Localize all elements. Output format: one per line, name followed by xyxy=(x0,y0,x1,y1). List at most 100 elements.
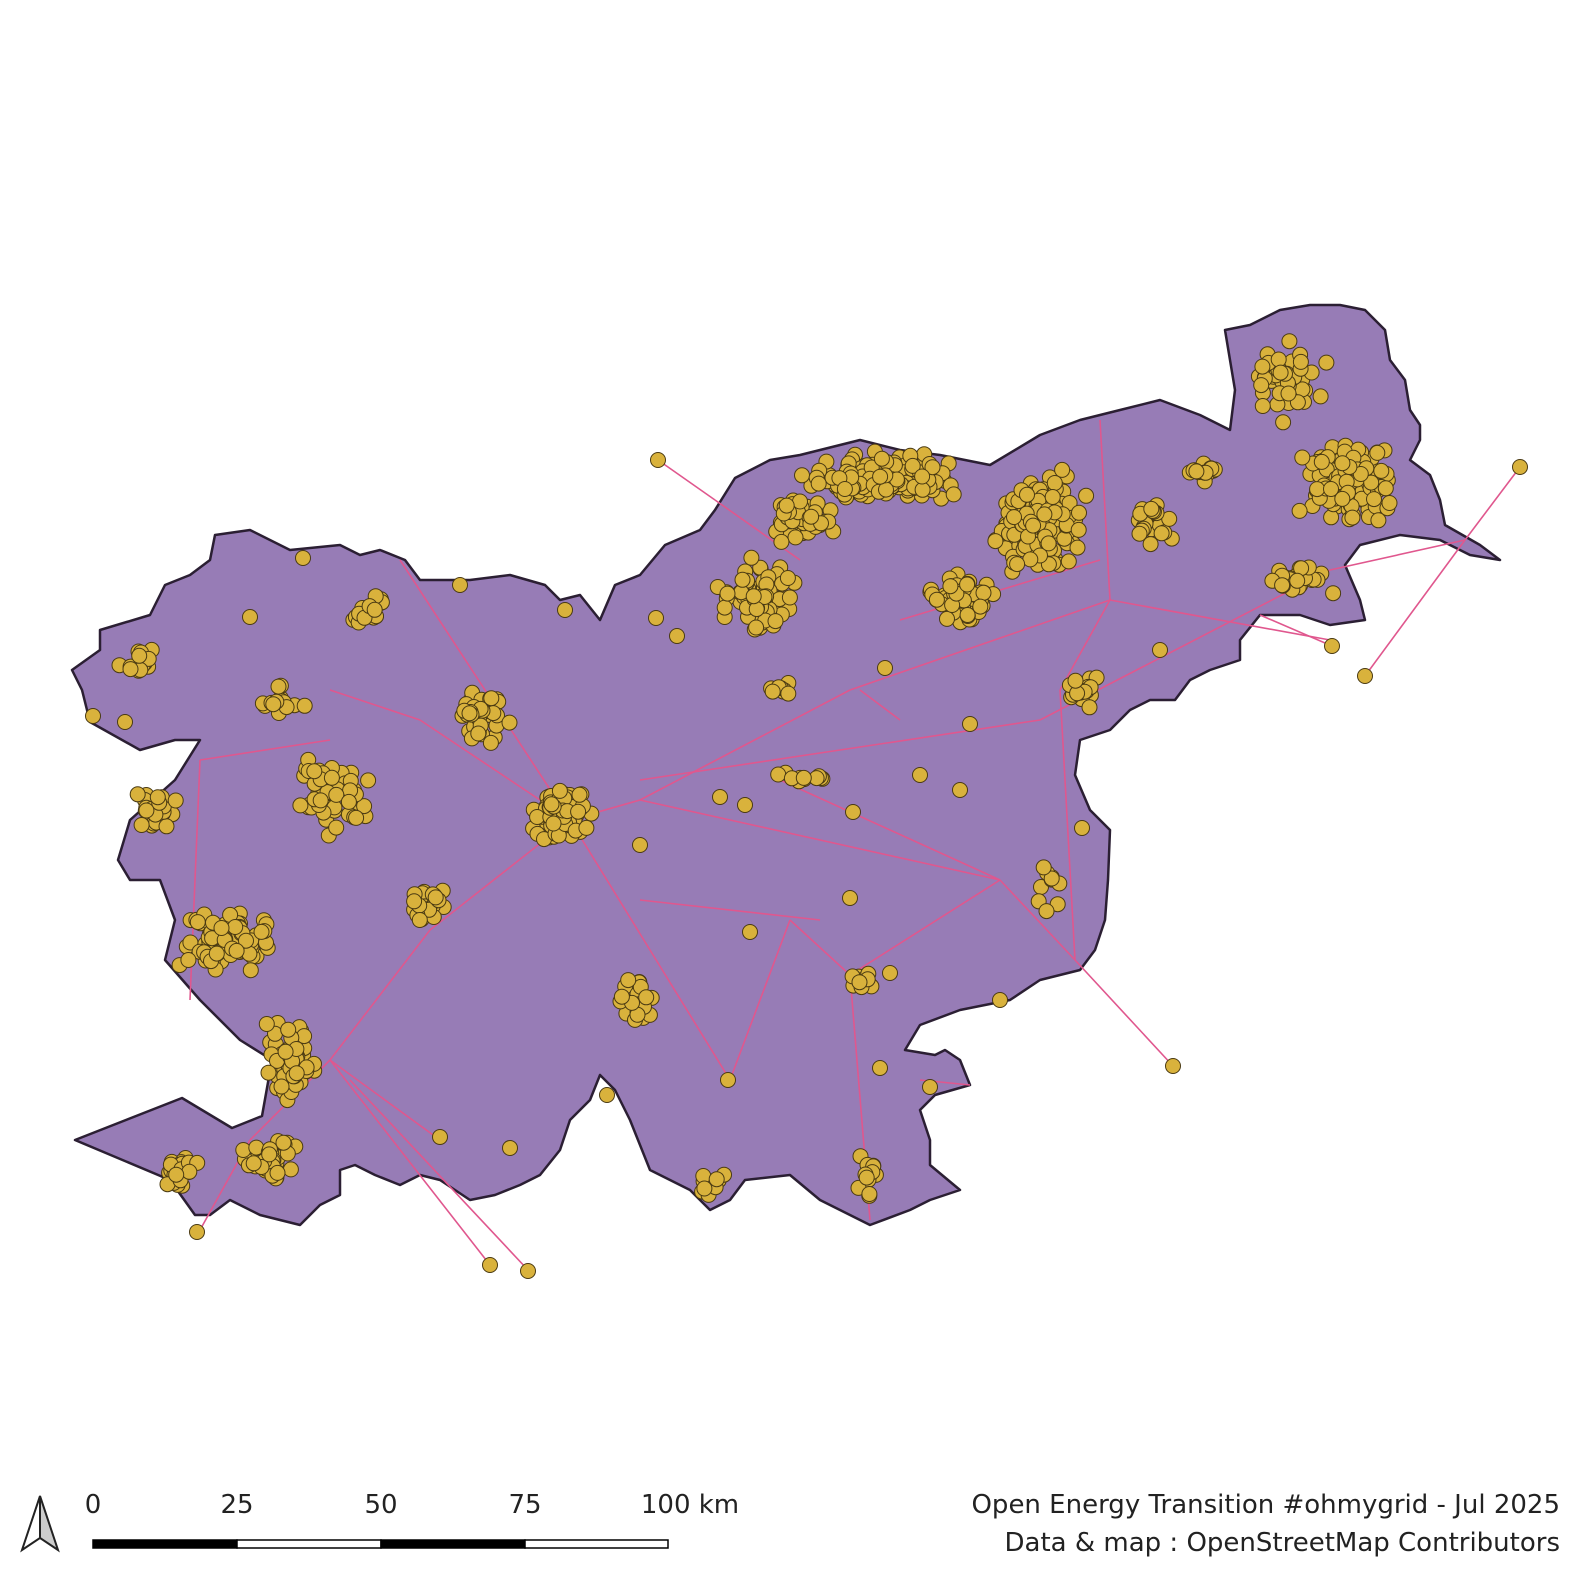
substation-point xyxy=(1323,509,1340,526)
substation-point xyxy=(743,549,760,566)
substation-point xyxy=(1025,517,1042,534)
substation-point xyxy=(520,1263,536,1279)
substation-point xyxy=(261,1146,278,1163)
substation-point xyxy=(632,837,648,853)
substation-point xyxy=(877,660,893,676)
substation-point xyxy=(959,607,976,623)
substation-point xyxy=(1280,385,1297,402)
power-line xyxy=(859,689,901,721)
substation-point xyxy=(238,932,254,949)
substation-point xyxy=(213,920,230,936)
substation-point xyxy=(1165,1058,1181,1074)
substation-point xyxy=(1381,495,1398,511)
substation-point xyxy=(360,772,377,789)
substation-point xyxy=(356,798,373,815)
power-line xyxy=(779,779,1001,881)
substation-point xyxy=(1370,512,1387,529)
substation-point xyxy=(720,1072,736,1088)
substation-point xyxy=(861,1186,878,1202)
substation-point xyxy=(260,1064,277,1081)
substation-point xyxy=(1254,358,1271,375)
substation-point xyxy=(265,696,282,713)
credit-source: Data & map : OpenStreetMap Contributors xyxy=(1004,1528,1560,1558)
substation-point xyxy=(696,1180,713,1197)
substation-point xyxy=(842,890,858,906)
substation-point xyxy=(129,786,146,803)
substation-point xyxy=(189,914,206,931)
substation-point xyxy=(138,802,155,819)
substation-point xyxy=(340,793,357,810)
substation-point xyxy=(411,912,428,928)
power-line xyxy=(199,739,331,761)
substation-point xyxy=(1036,506,1053,523)
power-line xyxy=(849,879,1001,976)
substation-point xyxy=(1512,459,1528,475)
power-line xyxy=(899,559,1101,621)
substation-point xyxy=(778,497,795,514)
substation-point xyxy=(942,578,959,595)
substation-point xyxy=(1069,539,1086,556)
power-line xyxy=(1074,959,1174,1067)
substation-point xyxy=(1313,453,1330,470)
substation-point xyxy=(461,705,478,722)
substation-point xyxy=(1043,870,1060,887)
substation-point xyxy=(348,809,365,826)
substation-point xyxy=(669,628,685,644)
scale-label-75: 75 xyxy=(508,1490,542,1520)
substation-point xyxy=(543,796,560,813)
power-line xyxy=(639,689,851,801)
scale-label-50: 50 xyxy=(364,1490,398,1520)
substation-point xyxy=(781,589,798,606)
substation-point xyxy=(1289,572,1306,589)
substation-point xyxy=(716,599,733,616)
substation-point xyxy=(258,1016,275,1032)
substation-point xyxy=(295,550,311,566)
substation-point xyxy=(1344,509,1361,526)
substation-point xyxy=(253,923,270,940)
substation-point xyxy=(650,452,666,468)
substation-point xyxy=(245,1155,262,1172)
substation-point xyxy=(208,945,225,962)
substation-point xyxy=(836,481,853,497)
power-line xyxy=(1464,466,1521,541)
substation-point xyxy=(482,734,499,751)
substation-point xyxy=(1357,668,1373,684)
power-line xyxy=(399,559,571,821)
substation-point xyxy=(780,685,797,702)
power-line xyxy=(329,929,431,1061)
power-line xyxy=(1329,539,1466,571)
substations-layer xyxy=(85,333,1528,1279)
substation-point xyxy=(180,952,197,968)
substation-point xyxy=(952,782,968,798)
power-line xyxy=(329,1059,491,1266)
substation-point xyxy=(1078,487,1095,504)
power-line xyxy=(349,1079,529,1271)
power-line xyxy=(1059,599,1111,691)
substation-point xyxy=(122,661,139,678)
substation-point xyxy=(851,974,868,991)
substation-point xyxy=(845,804,861,820)
power-line xyxy=(569,819,731,1081)
substation-point xyxy=(914,468,931,485)
substation-point xyxy=(748,619,765,636)
substation-point xyxy=(131,647,148,664)
substation-point xyxy=(873,450,890,467)
substation-point xyxy=(288,1065,305,1082)
substation-point xyxy=(1254,398,1271,414)
substation-point xyxy=(1142,536,1159,553)
substation-point xyxy=(273,1078,290,1095)
substation-point xyxy=(858,1169,875,1186)
scale-label-25: 25 xyxy=(220,1490,254,1520)
substation-point xyxy=(767,613,784,630)
substation-point xyxy=(578,819,595,836)
substation-point xyxy=(872,1060,888,1076)
substation-point xyxy=(1275,414,1292,431)
substation-point xyxy=(1188,463,1205,480)
substation-point xyxy=(599,1087,615,1103)
power-line xyxy=(657,459,716,501)
substation-point xyxy=(571,786,588,803)
power-line xyxy=(639,799,1001,881)
substation-point xyxy=(922,1079,938,1095)
substation-point xyxy=(1309,481,1326,498)
